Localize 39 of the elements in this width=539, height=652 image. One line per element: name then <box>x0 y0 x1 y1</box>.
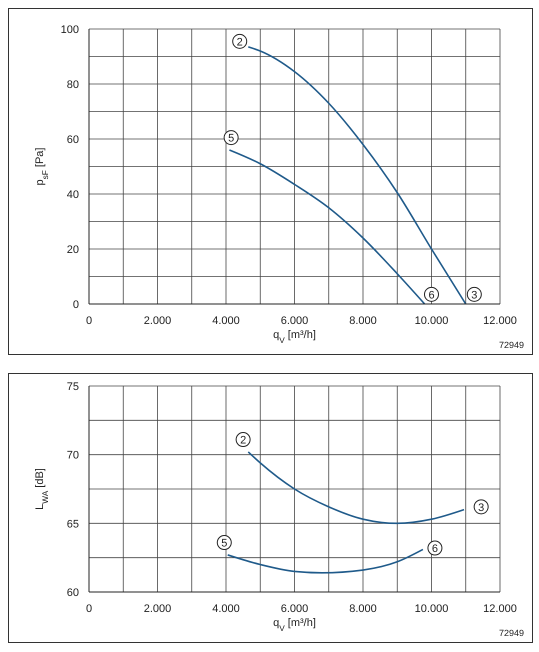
x-tick-label: 12.000 <box>483 603 517 615</box>
annotation: 6 <box>432 543 438 556</box>
annotation: 6 <box>428 289 435 302</box>
x-tick-label: 8.000 <box>349 603 377 615</box>
y-tick-label: 40 <box>66 189 79 201</box>
x-tick-label: 0 <box>86 315 92 327</box>
text: 72949 <box>498 340 524 350</box>
y-tick-label: 65 <box>66 518 79 530</box>
x-tick-label: 12.000 <box>483 315 517 327</box>
x-tick-label: 10.000 <box>414 603 448 615</box>
x-tick-label: 6.000 <box>280 315 308 327</box>
y-tick-label: 60 <box>66 587 79 599</box>
x-tick-label: 0 <box>86 603 92 615</box>
y-tick-label: 75 <box>66 381 79 393</box>
line-series <box>228 149 426 304</box>
annotation: 3 <box>471 289 478 302</box>
annotation: 2 <box>240 434 246 447</box>
x-tick-label: 4.000 <box>212 603 240 615</box>
y-tick-label: 70 <box>66 450 79 462</box>
x-tick-label: 8.000 <box>349 315 377 327</box>
y-tick-label: 0 <box>72 299 79 311</box>
x-axis-title: q$_{V}$ [m³/h] <box>273 617 316 632</box>
line-series <box>226 548 424 574</box>
y-tick-label: 60 <box>66 134 79 146</box>
x-tick-label: 2.000 <box>144 603 172 615</box>
y-tick-label: 80 <box>66 79 79 91</box>
x-tick-label: 6.000 <box>280 603 308 615</box>
x-axis-title: q$_{V}$ [m³/h] <box>273 329 316 344</box>
y-tick-label: 100 <box>60 24 79 36</box>
annotation: 2 <box>236 36 243 48</box>
text: 72949 <box>498 628 524 638</box>
x-tick-label: 2.000 <box>144 315 172 327</box>
x-tick-label: 4.000 <box>212 315 240 327</box>
annotation: 3 <box>478 502 484 514</box>
annotation: 5 <box>221 538 228 550</box>
annotation: 5 <box>228 132 234 145</box>
y-tick-label: 20 <box>66 244 79 256</box>
x-tick-label: 10.000 <box>414 315 448 327</box>
line-series <box>247 451 465 524</box>
